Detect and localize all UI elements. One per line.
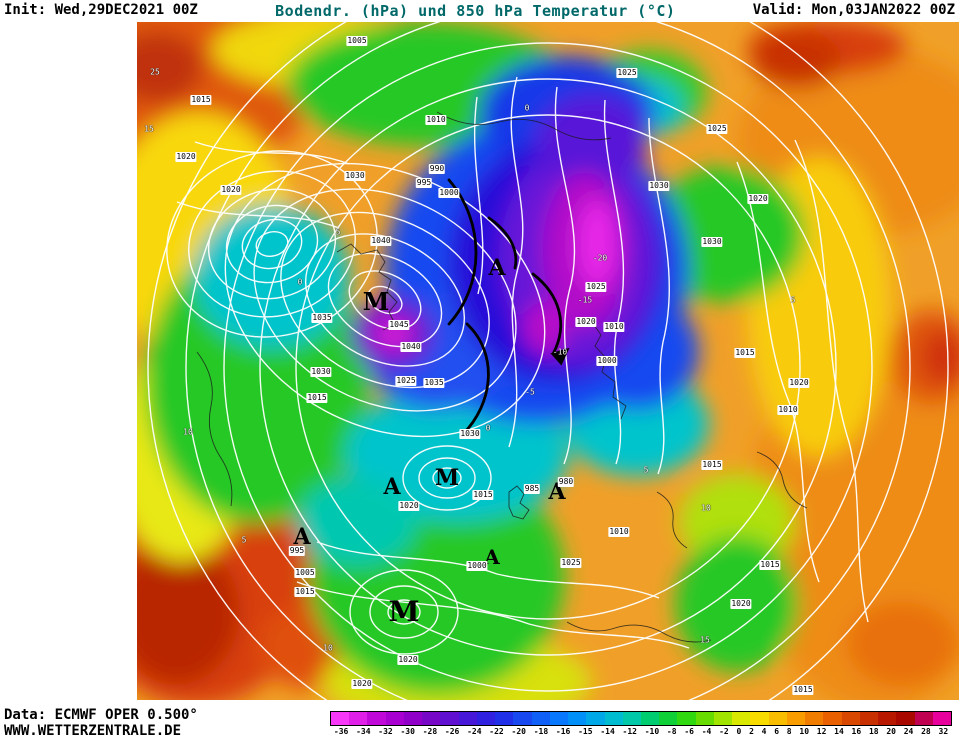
colorbar-cell [805, 712, 824, 725]
colorbar-cell [786, 712, 806, 725]
colorbar-cell [568, 712, 587, 725]
coastlines-layer [196, 111, 808, 643]
colorbar-cell [403, 712, 423, 725]
colorbar-tick-label: -24 [467, 727, 482, 736]
footer: Data: ECMWF OPER 0.500° WWW.WETTERZENTRA… [4, 707, 198, 739]
colorbar-tick-label: 20 [886, 727, 896, 736]
colorbar-cell [640, 712, 660, 725]
colorbar-cell [768, 712, 787, 725]
colorbar-cell [713, 712, 733, 725]
colorbar-labels: -36 -34 -32 -30 -28 -26 -24 -22 -20 -18 -16 -15 -14-… [330, 727, 952, 736]
colorbar-cell [367, 712, 386, 725]
colorbar-cell [549, 712, 569, 725]
colorbar-tick-label: -18 [533, 727, 549, 736]
colorbar-tick-label: -16 [555, 727, 571, 736]
colorbar-tick-label: 16 [851, 727, 862, 736]
colorbar-cell [823, 712, 842, 725]
colorbar-cell [422, 712, 441, 725]
colorbar-tick-label: -8 [666, 727, 677, 736]
colorbar-tick-label: -2 [719, 727, 729, 736]
colorbar-tick-label: -36 [333, 727, 349, 736]
colorbar-cell [750, 712, 769, 725]
colorbar-cell [513, 712, 532, 725]
colorbar-cell [841, 712, 860, 725]
isobars-layer [147, 22, 949, 700]
colorbar-cell [349, 712, 368, 725]
map-title: Bodendr. (hPa) und 850 hPa Temperatur (°… [275, 2, 676, 20]
colorbar-tick-label: -10 [644, 727, 660, 736]
colorbar-tick-label: -32 [378, 727, 393, 736]
colorbar-cell [932, 712, 951, 725]
colorbar-cell [914, 712, 933, 725]
colorbar-tick-label: -28 [422, 727, 438, 736]
colorbar-tick-label: -26 [444, 727, 460, 736]
colorbar-cell [859, 712, 879, 725]
colorbar-tick-label: 10 [799, 727, 810, 736]
colorbar-tick-label: 12 [816, 727, 827, 736]
temperature-field-layer [137, 22, 959, 700]
temperature-colorbar: -36 -34 -32 -30 -28 -26 -24 -22 -20 -18 -16 -15 -14-… [330, 711, 952, 736]
colorbar-tick-label: -12 [622, 727, 637, 736]
colorbar-tick-label: 0 [736, 727, 742, 736]
colorbar-cell [586, 712, 605, 725]
front-lines-layer [447, 178, 570, 436]
colorbar-cell [695, 712, 714, 725]
colorbar-cell [622, 712, 641, 725]
colorbar-tick-label: -4 [701, 727, 712, 736]
colorbar-tick-label: -14 [600, 727, 615, 736]
colorbar-cell [331, 712, 350, 725]
colorbar-cell [495, 712, 514, 725]
colorbar-cell [732, 712, 751, 725]
colorbar-cell [531, 712, 550, 725]
colorbar-cell [458, 712, 477, 725]
colorbar-cells [330, 711, 952, 726]
colorbar-cell [385, 712, 404, 725]
website-label: WWW.WETTERZENTRALE.DE [4, 723, 182, 739]
colorbar-tick-label: 4 [761, 727, 767, 736]
colorbar-cell [677, 712, 696, 725]
weather-map-canvas [137, 22, 959, 700]
data-source-label: Data: ECMWF OPER 0.500° [4, 707, 198, 723]
colorbar-tick-label: 6 [774, 727, 780, 736]
valid-label: Valid: Mon,03JAN2022 00Z [752, 2, 955, 18]
colorbar-tick-label: 14 [834, 727, 844, 736]
colorbar-cell [659, 712, 678, 725]
header-bar: Init: Wed,29DEC2021 00Z Bodendr. (hPa) u… [0, 0, 959, 22]
colorbar-tick-label: 32 [938, 727, 949, 736]
colorbar-tick-label: -20 [511, 727, 526, 736]
colorbar-tick-label: 2 [749, 727, 754, 736]
colorbar-cell [440, 712, 459, 725]
colorbar-tick-label: -6 [684, 727, 694, 736]
colorbar-tick-label: -22 [489, 727, 504, 736]
colorbar-tick-label: 28 [921, 727, 931, 736]
init-label: Init: Wed,29DEC2021 00Z [4, 2, 198, 18]
colorbar-cell [896, 712, 915, 725]
colorbar-tick-label: -34 [356, 727, 371, 736]
colorbar-tick-label: -30 [400, 727, 415, 736]
colorbar-tick-label: -15 [578, 727, 593, 736]
colorbar-cell [476, 712, 496, 725]
colorbar-tick-label: 8 [786, 727, 792, 736]
colorbar-tick-label: 24 [903, 727, 914, 736]
weather-map [137, 22, 959, 700]
colorbar-cell [878, 712, 897, 725]
colorbar-tick-label: 18 [868, 727, 879, 736]
colorbar-cell [604, 712, 623, 725]
